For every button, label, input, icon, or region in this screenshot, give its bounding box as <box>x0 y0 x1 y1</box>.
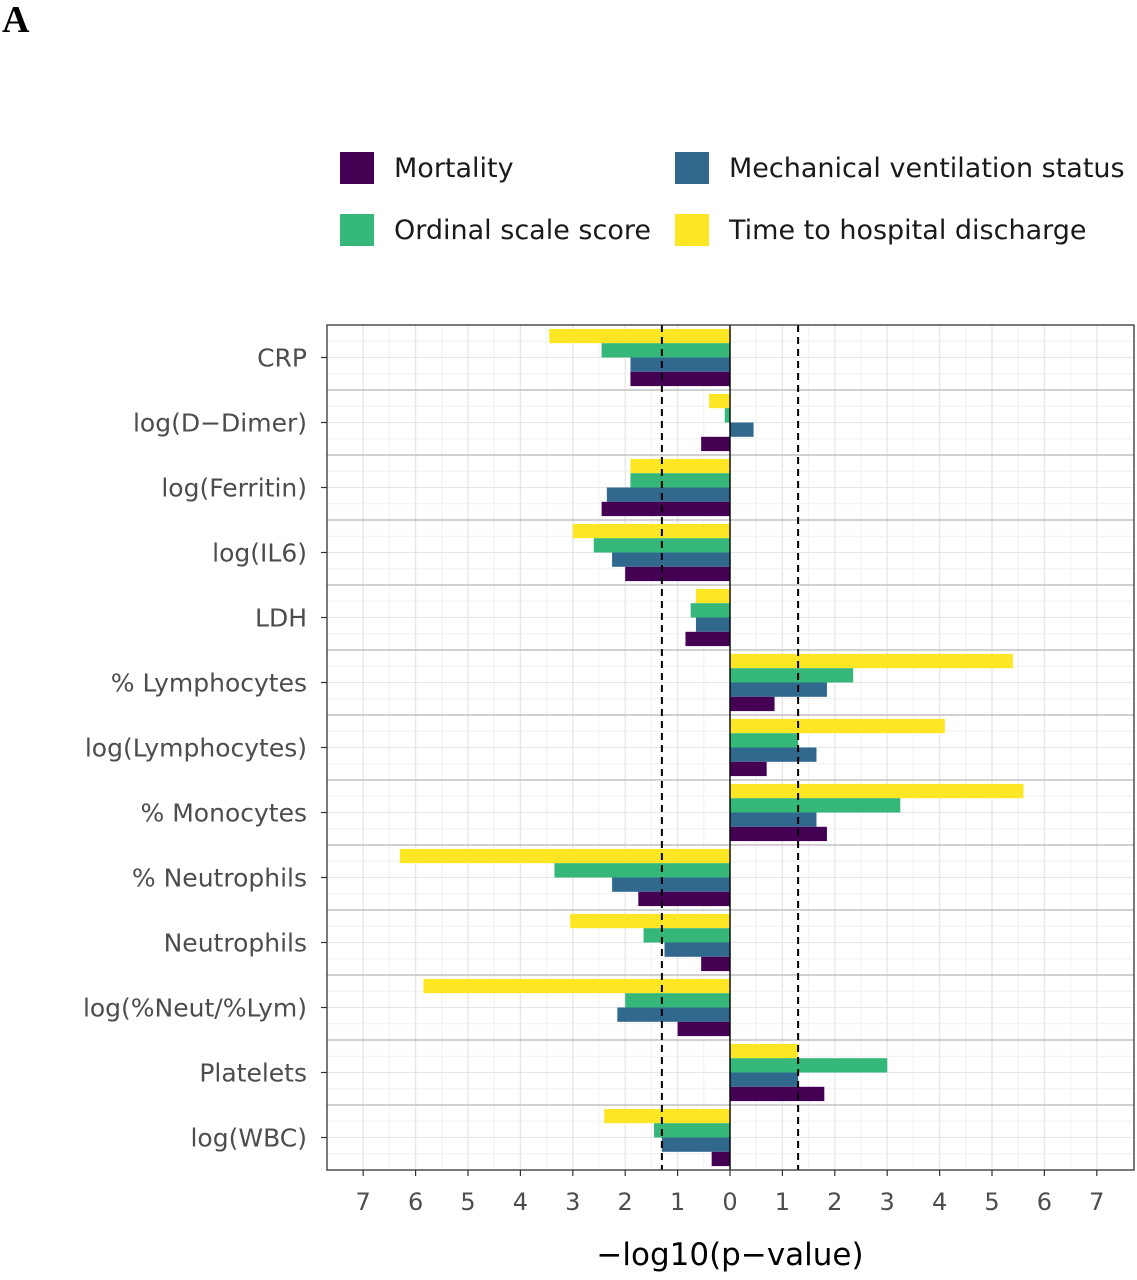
legend-item-mortality: Mortality <box>340 148 514 188</box>
legend-swatch-ordinal-scale <box>340 214 374 246</box>
category-label: Neutrophils <box>164 929 307 958</box>
category-label: Platelets <box>199 1059 307 1088</box>
bar <box>730 668 854 683</box>
category-label: LDH <box>255 604 307 633</box>
bar <box>617 1007 730 1022</box>
bar-layer <box>399 328 1024 1167</box>
x-axis-title: −log10(p−value) <box>596 1237 863 1273</box>
x-tick-label: 1 <box>670 1188 685 1216</box>
category-label: log(Lymphocytes) <box>85 734 307 763</box>
legend-item-time-to-discharge: Time to hospital discharge <box>675 210 1087 250</box>
bar <box>625 993 730 1008</box>
legend-item-mechanical-ventilation: Mechanical ventilation status <box>675 148 1125 188</box>
bar <box>701 436 730 452</box>
bar <box>554 863 730 878</box>
x-tick-label: 3 <box>880 1188 895 1216</box>
bar <box>730 1043 799 1059</box>
bar <box>570 913 730 929</box>
bar <box>604 1108 730 1124</box>
bar <box>606 487 730 502</box>
bar <box>612 877 730 892</box>
x-tick-label: 2 <box>618 1188 633 1216</box>
bar <box>730 1086 825 1102</box>
bar <box>664 942 730 957</box>
x-tick-label: 7 <box>356 1188 371 1216</box>
bar <box>730 733 799 748</box>
bar <box>399 848 730 864</box>
legend-label-mortality: Mortality <box>394 152 514 184</box>
category-label: % Monocytes <box>141 799 307 828</box>
x-tick-label: 1 <box>775 1188 790 1216</box>
label-layer: CRP log(D−Dimer) log(Ferritin) log(IL6) LDH%… <box>83 344 1105 1217</box>
legend-label-time-to-discharge: Time to hospital discharge <box>729 214 1087 246</box>
bar <box>730 783 1024 799</box>
legend-swatch-mortality <box>340 152 374 184</box>
legend-swatch-mechanical-ventilation <box>675 152 709 184</box>
bar <box>630 357 730 372</box>
legend-label-mechanical-ventilation: Mechanical ventilation status <box>729 152 1125 184</box>
bar <box>730 653 1013 669</box>
category-label: log(WBC) <box>190 1124 307 1153</box>
category-label: log(%Neut/%Lym) <box>83 994 307 1023</box>
bar <box>695 588 730 604</box>
bar <box>625 566 730 582</box>
category-label: log(IL6) <box>212 539 307 568</box>
category-label: % Lymphocytes <box>111 669 307 698</box>
x-tick-label: 4 <box>513 1188 528 1216</box>
bar <box>630 473 730 488</box>
category-label: CRP <box>257 344 307 373</box>
bar <box>711 1151 730 1167</box>
bar <box>643 928 730 943</box>
bar <box>423 978 730 994</box>
bar <box>630 371 730 387</box>
bar <box>730 1072 799 1087</box>
x-tick-label: 7 <box>1089 1188 1104 1216</box>
legend-label-ordinal-scale: Ordinal scale score <box>394 214 651 246</box>
bar <box>695 617 730 632</box>
x-tick-label: 6 <box>1037 1188 1052 1216</box>
bar <box>730 696 775 712</box>
bar <box>730 718 945 734</box>
bar <box>724 408 730 423</box>
bar <box>730 761 767 777</box>
bar <box>601 343 730 358</box>
bar <box>630 458 730 474</box>
bar <box>612 552 730 567</box>
bar <box>661 1137 730 1152</box>
bar <box>730 422 754 437</box>
legend-item-ordinal-scale: Ordinal scale score <box>340 210 651 250</box>
x-tick-label: 0 <box>722 1188 737 1216</box>
bar <box>709 393 730 409</box>
bar <box>654 1123 730 1138</box>
bar <box>572 523 730 539</box>
x-tick-label: 6 <box>408 1188 423 1216</box>
category-label: log(Ferritin) <box>161 474 307 503</box>
bar <box>690 603 730 618</box>
legend: Mortality Mechanical ventilation status … <box>340 148 1130 258</box>
category-label: log(D−Dimer) <box>133 409 307 438</box>
bar <box>638 891 730 907</box>
bar <box>730 812 817 827</box>
bar <box>730 1058 888 1073</box>
x-tick-label: 5 <box>460 1188 475 1216</box>
bar <box>701 956 730 972</box>
category-label: % Neutrophils <box>132 864 307 893</box>
x-tick-label: 5 <box>984 1188 999 1216</box>
bar <box>549 328 730 344</box>
x-tick-label: 2 <box>827 1188 842 1216</box>
x-tick-label: 4 <box>932 1188 947 1216</box>
bar <box>677 1021 730 1037</box>
legend-swatch-time-to-discharge <box>675 214 709 246</box>
bar <box>685 631 730 647</box>
bar <box>730 798 901 813</box>
bar <box>730 747 817 762</box>
panel-label: A <box>2 0 30 41</box>
bar <box>730 682 827 697</box>
bar <box>601 501 730 517</box>
bar <box>730 826 827 842</box>
x-tick-label: 3 <box>565 1188 580 1216</box>
